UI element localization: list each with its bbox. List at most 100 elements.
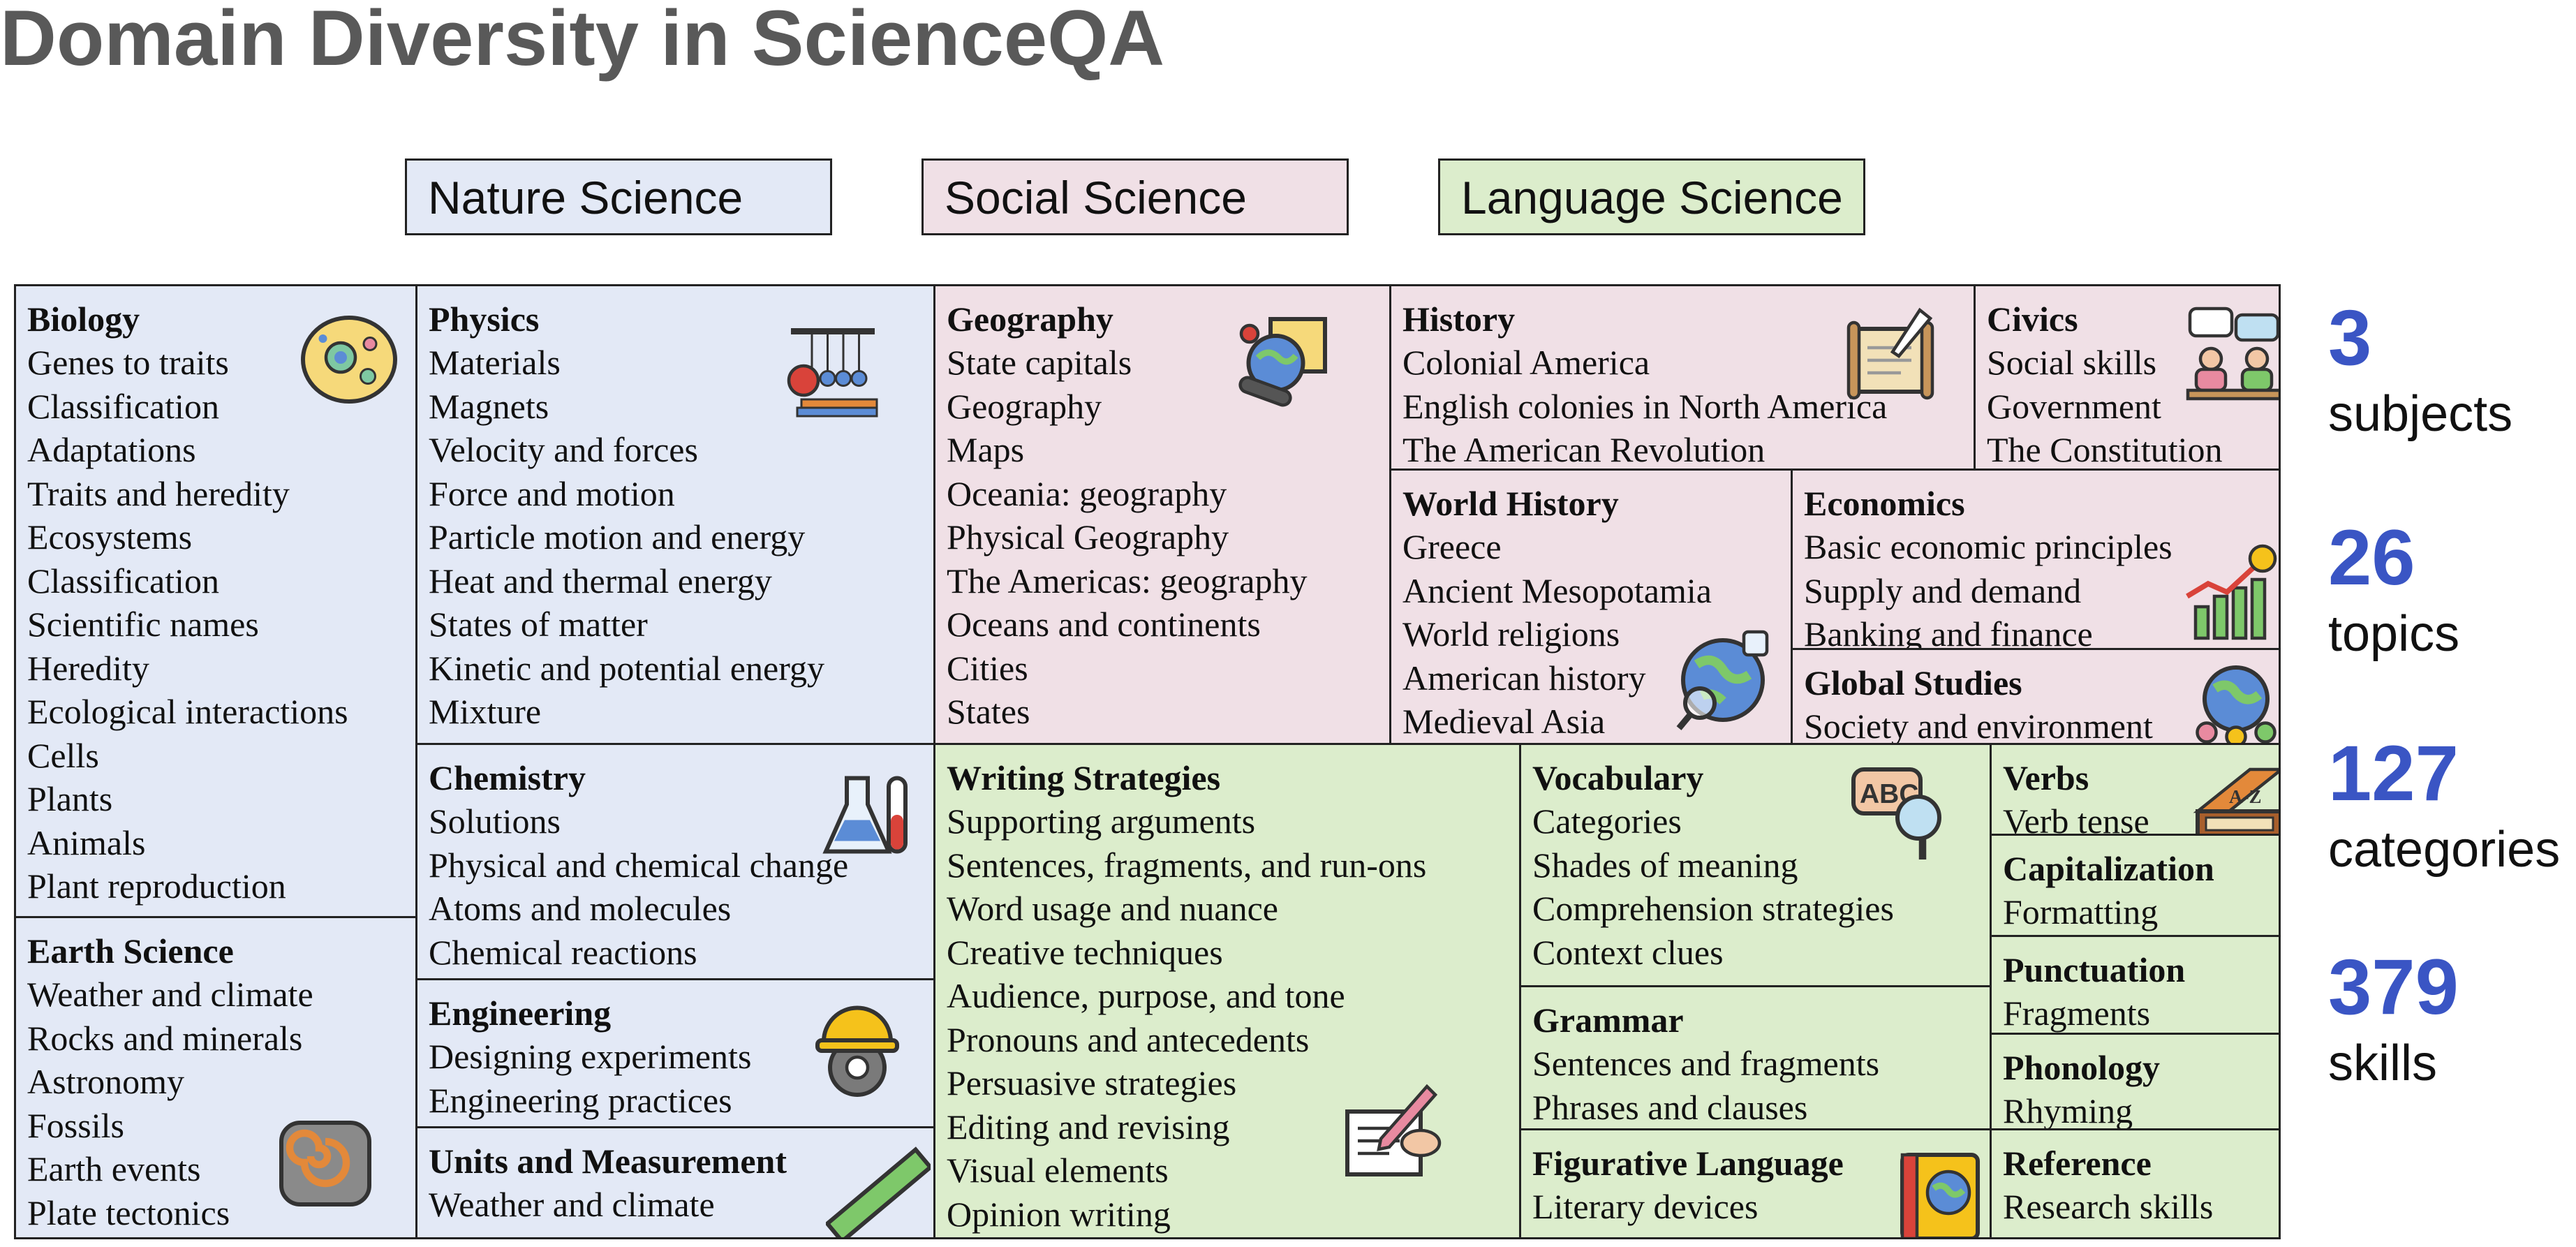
topic-geography: Geography State capitals Geography Maps Ocea… (933, 284, 1391, 745)
category-item: Cities (947, 648, 1028, 688)
category-item: Weather and climate (429, 1185, 715, 1224)
stat-skills-count: 379 (2328, 943, 2459, 1031)
category-item: Creative techniques (947, 932, 1223, 972)
category-item: States of matter (429, 605, 648, 644)
dictionary-icon: A-Z (2187, 748, 2279, 834)
category-item: Genes to traits (27, 343, 229, 382)
category-item: Sentences and fragments (1532, 1044, 1880, 1083)
category-item: Fragments (2003, 994, 2151, 1033)
topic-engineering: Engineering Designing experiments Engineer… (415, 978, 935, 1128)
topic-title: Geography (947, 300, 1113, 339)
growth-chart-icon (2177, 544, 2279, 648)
category-item: Oceania: geography (947, 473, 1227, 513)
category-list: Designing experiments Engineering practic… (429, 1035, 933, 1122)
topic-figurative: Figurative Language Literary devices (1519, 1128, 1992, 1239)
svg-text:A-Z: A-Z (2229, 786, 2262, 807)
category-item: Atoms and molecules (429, 889, 732, 928)
category-item: Scientific names (27, 605, 259, 644)
category-item: Rhyming (2003, 1091, 2133, 1130)
category-item: The American Revolution (1402, 430, 1766, 469)
category-item: Comprehension strategies (1532, 889, 1894, 928)
category-list: Sentences and fragments Phrases and claus… (1532, 1042, 1990, 1128)
category-item: Velocity and forces (429, 430, 698, 469)
category-item: Verb tense (2003, 802, 2149, 836)
category-item: Physical and chemical change (429, 845, 849, 885)
category-item: Word usage and nuance (947, 889, 1278, 928)
topic-title: Physics (429, 300, 540, 339)
topic-capitalization: Capitalization Formatting (1990, 834, 2281, 937)
category-item: Persuasive strategies (947, 1063, 1237, 1102)
flask-icon (815, 762, 920, 867)
topic-title: World History (1402, 484, 1619, 523)
category-item: Society and environment (1804, 707, 2153, 745)
category-item: Research skills (2003, 1187, 2214, 1226)
topic-title: Units and Measurement (429, 1142, 787, 1181)
category-item: Plant reproduction (27, 866, 286, 906)
category-item: Materials (429, 343, 561, 382)
category-item: Heat and thermal energy (429, 561, 772, 600)
topic-physics: Physics Materials Magnets Velocity and forc… (415, 284, 935, 745)
category-item: Medieval Asia (1402, 702, 1606, 741)
category-item: Solutions (429, 802, 561, 841)
category-item: Shades of meaning (1532, 845, 1798, 885)
category-item: Visual elements (947, 1151, 1169, 1190)
category-item: Sentences, fragments, and run-ons (947, 845, 1427, 885)
stat-categories-label: categories (2328, 822, 2561, 878)
category-list: Formatting (2003, 890, 2279, 934)
category-item: Categories (1532, 802, 1682, 841)
topic-title: Global Studies (1804, 663, 2022, 702)
category-list: Research skills (2003, 1185, 2279, 1229)
category-list: Weather and climate (429, 1183, 933, 1227)
topic-punctuation: Punctuation Fragments (1990, 935, 2281, 1035)
globe-book-icon (1888, 1144, 1990, 1237)
category-list: Colonial America English colonies in Nort… (1402, 341, 1974, 469)
category-item: Plants (27, 779, 113, 818)
stat-subjects-count: 3 (2328, 294, 2372, 381)
topic-title: Engineering (429, 994, 612, 1033)
category-list: Literary devices (1532, 1185, 1990, 1229)
category-item: Magnets (429, 386, 549, 426)
category-item: The Americas: geography (947, 561, 1308, 600)
category-item: Astronomy (27, 1062, 184, 1101)
stat-skills-label: skills (2328, 1035, 2437, 1091)
topic-title: Figurative Language (1532, 1144, 1844, 1183)
category-item: Heredity (27, 648, 149, 688)
topic-title: Civics (1987, 300, 2078, 339)
ruler-icon (826, 1142, 931, 1237)
topic-title: Biology (27, 300, 140, 339)
category-item: American history (1402, 658, 1646, 698)
category-item: Engineering practices (429, 1080, 732, 1120)
category-item: Audience, purpose, and tone (947, 976, 1345, 1015)
topic-history: History Colonial America English colonies … (1389, 284, 1976, 471)
category-item: Mixture (429, 692, 542, 731)
topic-units: Units and Measurement Weather and climate (415, 1126, 935, 1239)
topic-earth-science: Earth Science Weather and climate Rocks an… (14, 916, 417, 1239)
category-item: Physical Geography (947, 517, 1229, 556)
fossil-icon (273, 1110, 378, 1215)
legend-nature-science: Nature Science (405, 158, 832, 235)
category-item: The Constitution (1987, 430, 2223, 469)
category-item: English colonies in North America (1402, 386, 1888, 426)
topic-title: Chemistry (429, 758, 586, 797)
topic-global-studies: Global Studies Society and environment (1791, 648, 2281, 745)
category-item: States (947, 692, 1030, 731)
topic-title: Verbs (2003, 758, 2089, 797)
newtons-cradle-icon (780, 318, 885, 422)
hardhat-gear-icon (805, 994, 910, 1099)
category-list: Verb tense (2003, 799, 2279, 836)
category-item: Ancient Mesopotamia (1402, 570, 1712, 610)
globe-search-icon (1671, 628, 1775, 732)
category-item: Context clues (1532, 932, 1724, 972)
category-list: Society and environment (1804, 704, 2279, 745)
category-list: Basic economic principles Supply and dema… (1804, 525, 2279, 648)
topic-title: Vocabulary (1532, 758, 1704, 797)
topic-title: Capitalization (2003, 849, 2214, 888)
topic-verbs: Verbs Verb tense A-Z (1990, 743, 2281, 836)
category-item: Formatting (2003, 892, 2159, 931)
topic-civics: Civics Social skills Government The Constit… (1974, 284, 2281, 471)
category-item: Adaptations (27, 430, 196, 469)
category-item: Force and motion (429, 473, 675, 513)
topic-title: History (1402, 300, 1516, 339)
category-item: Literary devices (1532, 1187, 1759, 1226)
category-list: Genes to traits Classification Adaptations… (27, 341, 415, 908)
